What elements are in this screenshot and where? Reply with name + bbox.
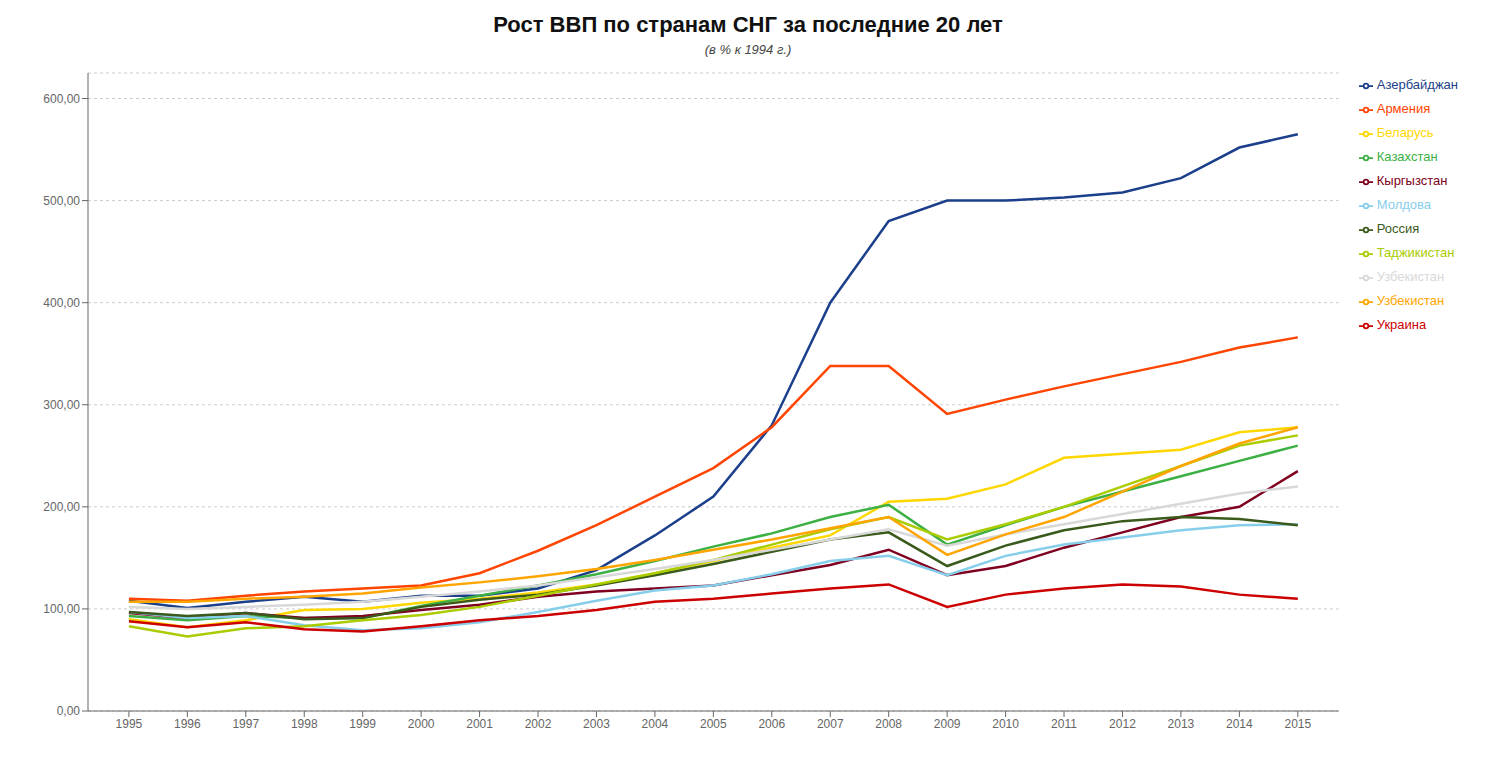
svg-text:2001: 2001 (466, 717, 493, 731)
html-text:Узбекистан: Узбекистан (1376, 293, 1445, 308)
svg-text:0,00: 0,00 (57, 704, 81, 718)
svg-text:2012: 2012 (1109, 717, 1136, 731)
svg-text:2004: 2004 (642, 717, 669, 731)
svg-text:2013: 2013 (1168, 717, 1195, 731)
html-text:Азербайджан: Азербайджан (1376, 77, 1458, 92)
svg-text:1996: 1996 (174, 717, 201, 731)
svg-text:2011: 2011 (1051, 717, 1077, 731)
html-text:Украина: Украина (1376, 317, 1427, 332)
svg-text:2015: 2015 (1284, 717, 1311, 731)
svg-text:2003: 2003 (583, 717, 610, 731)
svg-text:2014: 2014 (1226, 717, 1253, 731)
svg-text:2000: 2000 (408, 717, 435, 731)
html-text:(в % к 1994 г.): (в % к 1994 г.) (704, 42, 792, 57)
svg-text:2009: 2009 (934, 717, 961, 731)
html-text:Таджикистан: Таджикистан (1376, 245, 1455, 260)
svg-text:2010: 2010 (992, 717, 1019, 731)
svg-text:1997: 1997 (232, 717, 259, 731)
svg-text:500,00: 500,00 (43, 194, 80, 208)
svg-text:1998: 1998 (291, 717, 318, 731)
svg-text:400,00: 400,00 (43, 296, 80, 310)
svg-text:2008: 2008 (875, 717, 902, 731)
html-text:Кыргызстан: Кыргызстан (1376, 173, 1448, 188)
svg-text:100,00: 100,00 (43, 602, 80, 616)
svg-text:200,00: 200,00 (43, 500, 80, 514)
html-text:Молдова: Молдова (1376, 197, 1431, 212)
svg-text:1999: 1999 (349, 717, 376, 731)
html-text:Казахстан: Казахстан (1376, 149, 1438, 164)
html-text:Армения: Армения (1376, 101, 1431, 116)
html-text:Узбекистан: Узбекистан (1376, 269, 1445, 284)
html-text:Россия: Россия (1376, 221, 1420, 236)
svg-text:2006: 2006 (758, 717, 785, 731)
html-text:Беларусь: Беларусь (1376, 125, 1434, 140)
svg-text:2007: 2007 (817, 717, 844, 731)
svg-text:2005: 2005 (700, 717, 727, 731)
svg-text:600,00: 600,00 (43, 92, 80, 106)
svg-text:1995: 1995 (116, 717, 143, 731)
svg-text:300,00: 300,00 (43, 398, 80, 412)
svg-text:2002: 2002 (525, 717, 552, 731)
html-text:Рост ВВП по странам СНГ за пос: Рост ВВП по странам СНГ за последние 20 … (493, 12, 1003, 37)
